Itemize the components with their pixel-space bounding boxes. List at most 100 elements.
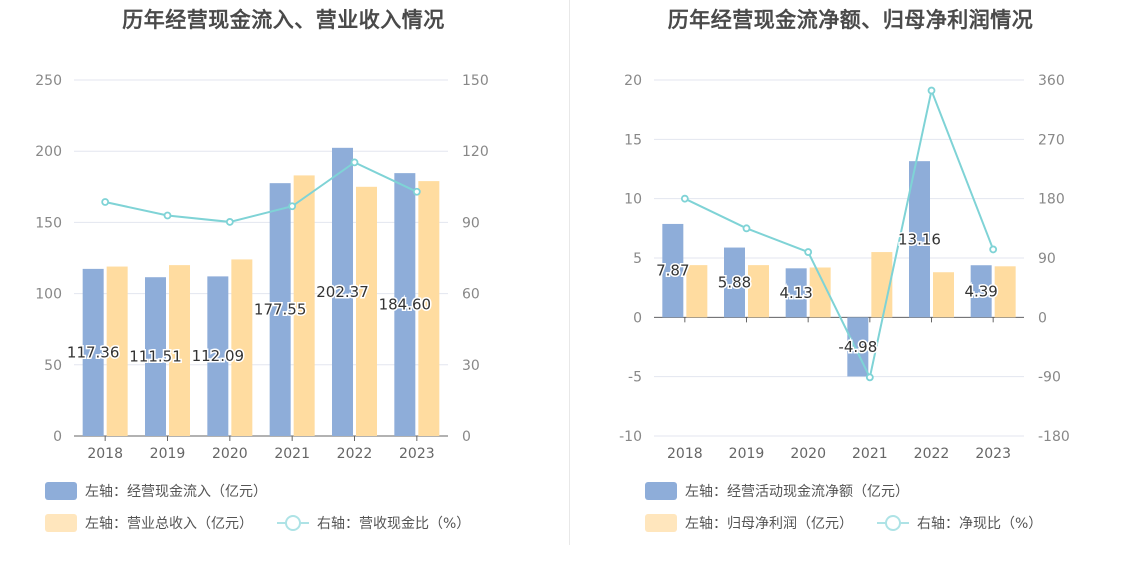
legend-line-swatch — [877, 514, 909, 532]
bar-revenue — [686, 265, 708, 318]
legend-item[interactable]: 左轴：归母净利润（亿元） — [645, 513, 853, 533]
panel-divider — [569, 0, 570, 545]
data-label: 202.37 — [316, 283, 369, 301]
bar-cash-flow — [207, 276, 229, 436]
bar-cash-flow — [394, 173, 416, 437]
plot-area: 0 50 100 150 200 250 0 30 60 90 120 150 2018 2019 2020… — [35, 73, 489, 462]
legend: 左轴：归母净利润（亿元） 右轴：净现比（%） — [645, 513, 1066, 533]
y-tick-label-right: 30 — [462, 358, 480, 374]
x-tick-label: 2020 — [212, 446, 248, 462]
bar-cash-flow — [724, 247, 745, 318]
y-tick-label-left: 15 — [624, 132, 642, 148]
ratio-point — [350, 158, 359, 167]
x-tick-label: 2023 — [399, 446, 435, 462]
ratio-point — [412, 187, 421, 196]
ratio-point — [680, 194, 689, 203]
bar-revenue — [809, 267, 831, 318]
bar-revenue — [748, 265, 769, 318]
x-tick-label: 2023 — [975, 446, 1011, 462]
y-tick-label-left: 5 — [633, 251, 642, 267]
chart-title: 历年经营现金流入、营业收入情况 — [122, 8, 445, 32]
y-tick-label-right: 0 — [462, 429, 471, 445]
x-tick-label: 2018 — [667, 446, 703, 462]
y-tick-label-left: 0 — [53, 429, 62, 445]
y-tick-label-left: 10 — [624, 192, 642, 208]
bar-cash-flow — [269, 183, 291, 436]
legend-item[interactable]: 左轴：营业总收入（亿元） — [45, 513, 253, 533]
bar-revenue — [231, 259, 253, 436]
bar-revenue — [169, 265, 190, 436]
x-tick-label: 2019 — [150, 446, 186, 462]
data-label: 112.09 — [192, 347, 245, 365]
ratio-point — [288, 202, 297, 211]
ratio-point — [804, 248, 813, 256]
y-tick-label-left: 0 — [633, 310, 642, 326]
legend-item[interactable]: 左轴：经营现金流入（亿元） — [45, 481, 267, 501]
legend-label: 左轴：经营活动现金流净额（亿元） — [685, 484, 909, 500]
x-tick-label: 2019 — [729, 446, 765, 462]
chart-panel-right: 历年经营现金流净额、归母净利润情况 -10 -5 0 5 10 15 20 -180 -90 0 9… — [567, 0, 1134, 582]
data-label: 117.36 — [67, 343, 120, 361]
x-tick-label: 2021 — [274, 446, 310, 462]
legend: 左轴：营业总收入（亿元） 右轴：营收现金比（%） — [45, 513, 494, 533]
legend-label: 左轴：经营现金流入（亿元） — [85, 484, 267, 500]
y-tick-label-right: 150 — [462, 73, 489, 89]
ratio-point — [865, 373, 874, 382]
bar-cash-flow — [970, 265, 992, 318]
y-tick-label-left: -5 — [628, 370, 642, 386]
legend: 左轴：经营现金流入（亿元） — [45, 481, 291, 501]
y-tick-label-right: 0 — [1038, 310, 1047, 326]
bar-revenue — [356, 186, 377, 436]
legend-swatch — [645, 514, 677, 532]
legend-label: 右轴：净现比（%） — [917, 516, 1043, 532]
ratio-point — [101, 198, 110, 206]
legend-swatch — [45, 482, 77, 500]
legend-item[interactable]: 左轴：经营活动现金流净额（亿元） — [645, 481, 909, 501]
x-tick-label: 2022 — [914, 446, 950, 462]
data-label: 7.87 — [656, 262, 689, 280]
legend-label: 左轴：归母净利润（亿元） — [685, 516, 853, 532]
y-tick-label-left: 250 — [35, 73, 62, 89]
ratio-line — [684, 87, 995, 381]
legend-swatch — [645, 482, 677, 500]
y-tick-label-right: -180 — [1038, 429, 1070, 445]
y-tick-label-right: 180 — [1038, 192, 1065, 208]
bar-cash-flow — [909, 161, 930, 318]
data-label: 4.39 — [964, 282, 997, 300]
data-label: -4.98 — [838, 338, 877, 356]
x-tick-label: 2021 — [852, 446, 888, 462]
y-tick-label-left: 100 — [35, 287, 62, 303]
data-label: 13.16 — [898, 230, 941, 248]
ratio-point — [742, 224, 751, 233]
y-tick-label-right: 270 — [1038, 132, 1065, 148]
bar-cash-flow — [82, 268, 104, 436]
data-label: 111.51 — [129, 348, 182, 366]
ratio-point — [989, 245, 998, 254]
legend-label: 右轴：营收现金比（%） — [317, 516, 471, 532]
bar-revenue — [293, 175, 315, 436]
y-tick-label-right: 120 — [462, 144, 489, 160]
x-tick-label: 2018 — [87, 446, 123, 462]
data-label: 177.55 — [254, 301, 307, 319]
y-tick-label-right: -90 — [1038, 370, 1061, 386]
chart-panel-left: 历年经营现金流入、营业收入情况 0 50 100 150 200 250 0 30 60 90 12… — [35, 8, 494, 533]
legend: 左轴：经营活动现金流净额（亿元） — [645, 481, 933, 501]
ratio-point — [225, 218, 234, 226]
legend-item[interactable]: 右轴：营收现金比（%） — [277, 513, 470, 533]
legend-label: 左轴：营业总收入（亿元） — [85, 516, 253, 532]
y-tick-label-right: 60 — [462, 287, 480, 303]
ratio-point — [163, 211, 172, 220]
y-tick-label-left: 200 — [35, 144, 62, 160]
data-label: 4.13 — [779, 284, 812, 302]
bar-revenue — [994, 266, 1016, 318]
y-tick-label-left: 50 — [44, 358, 62, 374]
bar-cash-flow — [145, 277, 166, 436]
bar-cash-flow — [785, 268, 807, 318]
x-tick-label: 2020 — [790, 446, 826, 462]
y-tick-label-right: 90 — [462, 215, 480, 231]
y-tick-label-right: 90 — [1038, 251, 1056, 267]
bar-revenue — [418, 181, 440, 436]
y-tick-label-left: -10 — [619, 429, 642, 445]
legend-item[interactable]: 右轴：净现比（%） — [877, 513, 1042, 533]
bar-revenue — [933, 272, 954, 318]
